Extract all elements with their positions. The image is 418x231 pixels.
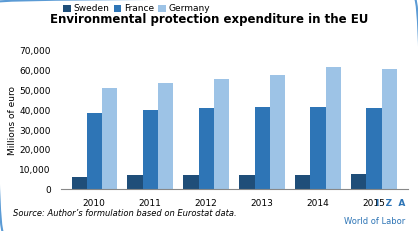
Bar	[127, 175, 143, 189]
Bar	[311, 107, 326, 189]
Bar	[158, 82, 173, 189]
Bar	[102, 88, 117, 189]
Bar	[214, 79, 229, 189]
Text: World of Labor: World of Labor	[344, 217, 405, 226]
Bar	[199, 108, 214, 189]
Bar	[240, 175, 255, 189]
Bar	[296, 175, 311, 189]
Bar	[143, 110, 158, 189]
Bar	[351, 173, 367, 189]
Text: I  Z  A: I Z A	[376, 199, 405, 208]
Text: Environmental protection expenditure in the EU: Environmental protection expenditure in …	[50, 13, 368, 26]
Bar	[184, 175, 199, 189]
Bar	[270, 75, 285, 189]
Bar	[382, 69, 397, 189]
Bar	[326, 67, 341, 189]
Text: Source: Author’s formulation based on Eurostat data.: Source: Author’s formulation based on Eu…	[13, 209, 236, 218]
Y-axis label: Millions of euro: Millions of euro	[8, 86, 17, 155]
Bar	[87, 113, 102, 189]
Legend: Sweden, France, Germany: Sweden, France, Germany	[61, 3, 212, 15]
Bar	[255, 107, 270, 189]
Bar	[71, 177, 87, 189]
Bar	[367, 108, 382, 189]
